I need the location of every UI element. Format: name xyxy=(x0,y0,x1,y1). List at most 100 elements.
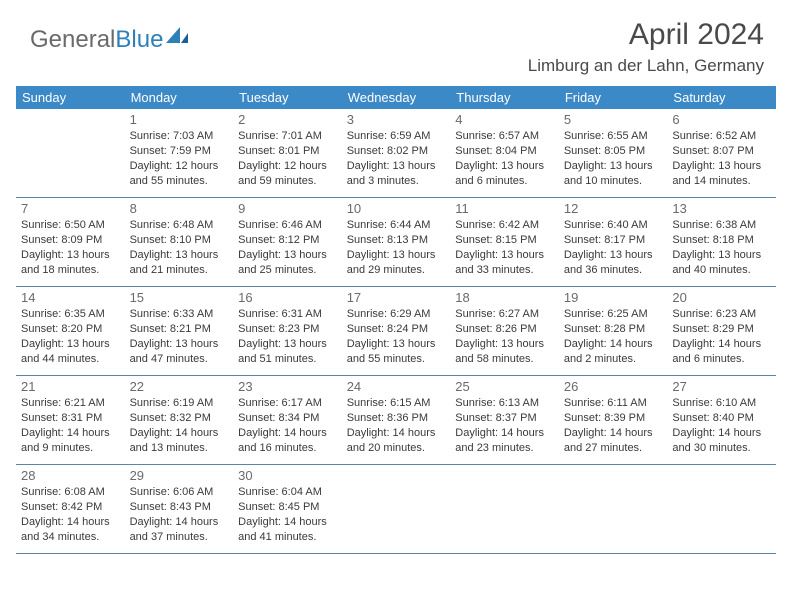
sunrise-text: Sunrise: 6:06 AM xyxy=(130,485,229,500)
sunset-text: Sunset: 8:29 PM xyxy=(672,322,771,337)
sunrise-text: Sunrise: 6:13 AM xyxy=(455,396,554,411)
sunrise-text: Sunrise: 6:15 AM xyxy=(347,396,446,411)
sunset-text: Sunset: 8:10 PM xyxy=(130,233,229,248)
day-cell: 1Sunrise: 7:03 AMSunset: 7:59 PMDaylight… xyxy=(125,109,234,197)
daylight-text: Daylight: 14 hours and 20 minutes. xyxy=(347,426,446,456)
day-number: 25 xyxy=(455,379,554,394)
day-info: Sunrise: 6:59 AMSunset: 8:02 PMDaylight:… xyxy=(347,129,446,188)
day-number: 23 xyxy=(238,379,337,394)
day-number: 26 xyxy=(564,379,663,394)
day-cell: 28Sunrise: 6:08 AMSunset: 8:42 PMDayligh… xyxy=(16,465,125,553)
brand-part2: Blue xyxy=(115,26,163,53)
day-cell: 6Sunrise: 6:52 AMSunset: 8:07 PMDaylight… xyxy=(667,109,776,197)
day-info: Sunrise: 6:42 AMSunset: 8:15 PMDaylight:… xyxy=(455,218,554,277)
day-cell xyxy=(16,109,125,197)
sunrise-text: Sunrise: 6:10 AM xyxy=(672,396,771,411)
daylight-text: Daylight: 14 hours and 34 minutes. xyxy=(21,515,120,545)
sunrise-text: Sunrise: 6:33 AM xyxy=(130,307,229,322)
sunrise-text: Sunrise: 6:19 AM xyxy=(130,396,229,411)
daylight-text: Daylight: 13 hours and 3 minutes. xyxy=(347,159,446,189)
day-cell xyxy=(342,465,451,553)
sunset-text: Sunset: 7:59 PM xyxy=(130,144,229,159)
sunset-text: Sunset: 8:13 PM xyxy=(347,233,446,248)
sunset-text: Sunset: 8:20 PM xyxy=(21,322,120,337)
sunset-text: Sunset: 8:01 PM xyxy=(238,144,337,159)
day-cell: 11Sunrise: 6:42 AMSunset: 8:15 PMDayligh… xyxy=(450,198,559,286)
day-cell: 25Sunrise: 6:13 AMSunset: 8:37 PMDayligh… xyxy=(450,376,559,464)
day-number: 7 xyxy=(21,201,120,216)
day-cell: 22Sunrise: 6:19 AMSunset: 8:32 PMDayligh… xyxy=(125,376,234,464)
day-cell: 19Sunrise: 6:25 AMSunset: 8:28 PMDayligh… xyxy=(559,287,668,375)
day-cell: 14Sunrise: 6:35 AMSunset: 8:20 PMDayligh… xyxy=(16,287,125,375)
day-number: 13 xyxy=(672,201,771,216)
week-row: 28Sunrise: 6:08 AMSunset: 8:42 PMDayligh… xyxy=(16,465,776,554)
daylight-text: Daylight: 14 hours and 30 minutes. xyxy=(672,426,771,456)
day-header: Tuesday xyxy=(233,86,342,109)
daylight-text: Daylight: 14 hours and 6 minutes. xyxy=(672,337,771,367)
day-info: Sunrise: 6:15 AMSunset: 8:36 PMDaylight:… xyxy=(347,396,446,455)
day-info: Sunrise: 6:55 AMSunset: 8:05 PMDaylight:… xyxy=(564,129,663,188)
day-cell: 23Sunrise: 6:17 AMSunset: 8:34 PMDayligh… xyxy=(233,376,342,464)
day-number: 4 xyxy=(455,112,554,127)
daylight-text: Daylight: 13 hours and 51 minutes. xyxy=(238,337,337,367)
daylight-text: Daylight: 13 hours and 58 minutes. xyxy=(455,337,554,367)
daylight-text: Daylight: 14 hours and 2 minutes. xyxy=(564,337,663,367)
daylight-text: Daylight: 13 hours and 10 minutes. xyxy=(564,159,663,189)
day-info: Sunrise: 6:23 AMSunset: 8:29 PMDaylight:… xyxy=(672,307,771,366)
day-cell: 15Sunrise: 6:33 AMSunset: 8:21 PMDayligh… xyxy=(125,287,234,375)
location: Limburg an der Lahn, Germany xyxy=(528,56,764,76)
day-number: 9 xyxy=(238,201,337,216)
day-cell: 30Sunrise: 6:04 AMSunset: 8:45 PMDayligh… xyxy=(233,465,342,553)
sunset-text: Sunset: 8:37 PM xyxy=(455,411,554,426)
day-cell: 12Sunrise: 6:40 AMSunset: 8:17 PMDayligh… xyxy=(559,198,668,286)
sunrise-text: Sunrise: 6:31 AM xyxy=(238,307,337,322)
day-number: 29 xyxy=(130,468,229,483)
sunset-text: Sunset: 8:18 PM xyxy=(672,233,771,248)
sunset-text: Sunset: 8:17 PM xyxy=(564,233,663,248)
daylight-text: Daylight: 14 hours and 16 minutes. xyxy=(238,426,337,456)
sunset-text: Sunset: 8:15 PM xyxy=(455,233,554,248)
sunrise-text: Sunrise: 6:48 AM xyxy=(130,218,229,233)
day-cell: 8Sunrise: 6:48 AMSunset: 8:10 PMDaylight… xyxy=(125,198,234,286)
day-number: 17 xyxy=(347,290,446,305)
daylight-text: Daylight: 12 hours and 55 minutes. xyxy=(130,159,229,189)
daylight-text: Daylight: 14 hours and 9 minutes. xyxy=(21,426,120,456)
calendar-grid: Sunday Monday Tuesday Wednesday Thursday… xyxy=(16,86,776,554)
sunrise-text: Sunrise: 6:55 AM xyxy=(564,129,663,144)
sunrise-text: Sunrise: 6:21 AM xyxy=(21,396,120,411)
day-number: 14 xyxy=(21,290,120,305)
week-row: 7 Sunrise: 6:50 AMSunset: 8:09 PMDaylight… xyxy=(16,198,776,287)
day-info: Sunrise: 6:29 AMSunset: 8:24 PMDaylight:… xyxy=(347,307,446,366)
day-header: Thursday xyxy=(450,86,559,109)
sunrise-text: Sunrise: 6:27 AM xyxy=(455,307,554,322)
day-cell: 26Sunrise: 6:11 AMSunset: 8:39 PMDayligh… xyxy=(559,376,668,464)
day-cell: 9 Sunrise: 6:46 AMSunset: 8:12 PMDaylight… xyxy=(233,198,342,286)
sunrise-text: Sunrise: 6:17 AM xyxy=(238,396,337,411)
header: GeneralBlue April 2024 Limburg an der La… xyxy=(16,18,776,76)
day-number: 22 xyxy=(130,379,229,394)
daylight-text: Daylight: 14 hours and 13 minutes. xyxy=(130,426,229,456)
sunset-text: Sunset: 8:24 PM xyxy=(347,322,446,337)
weeks-container: 1Sunrise: 7:03 AMSunset: 7:59 PMDaylight… xyxy=(16,109,776,554)
day-cell xyxy=(559,465,668,553)
day-info: Sunrise: 7:03 AMSunset: 7:59 PMDaylight:… xyxy=(130,129,229,188)
day-info: Sunrise: 6:21 AMSunset: 8:31 PMDaylight:… xyxy=(21,396,120,455)
daylight-text: Daylight: 13 hours and 55 minutes. xyxy=(347,337,446,367)
daylight-text: Daylight: 13 hours and 18 minutes. xyxy=(21,248,120,278)
day-number: 21 xyxy=(21,379,120,394)
day-info: Sunrise: 6:50 AMSunset: 8:09 PMDaylight:… xyxy=(21,218,120,277)
day-cell: 24Sunrise: 6:15 AMSunset: 8:36 PMDayligh… xyxy=(342,376,451,464)
day-cell: 13Sunrise: 6:38 AMSunset: 8:18 PMDayligh… xyxy=(667,198,776,286)
day-number: 10 xyxy=(347,201,446,216)
day-cell: 16Sunrise: 6:31 AMSunset: 8:23 PMDayligh… xyxy=(233,287,342,375)
sunrise-text: Sunrise: 6:25 AM xyxy=(564,307,663,322)
daylight-text: Daylight: 13 hours and 33 minutes. xyxy=(455,248,554,278)
daylight-text: Daylight: 14 hours and 37 minutes. xyxy=(130,515,229,545)
sunrise-text: Sunrise: 6:29 AM xyxy=(347,307,446,322)
day-number: 30 xyxy=(238,468,337,483)
sunrise-text: Sunrise: 6:04 AM xyxy=(238,485,337,500)
day-info: Sunrise: 6:40 AMSunset: 8:17 PMDaylight:… xyxy=(564,218,663,277)
sunset-text: Sunset: 8:23 PM xyxy=(238,322,337,337)
sunset-text: Sunset: 8:40 PM xyxy=(672,411,771,426)
day-info: Sunrise: 6:46 AMSunset: 8:12 PMDaylight:… xyxy=(238,218,337,277)
